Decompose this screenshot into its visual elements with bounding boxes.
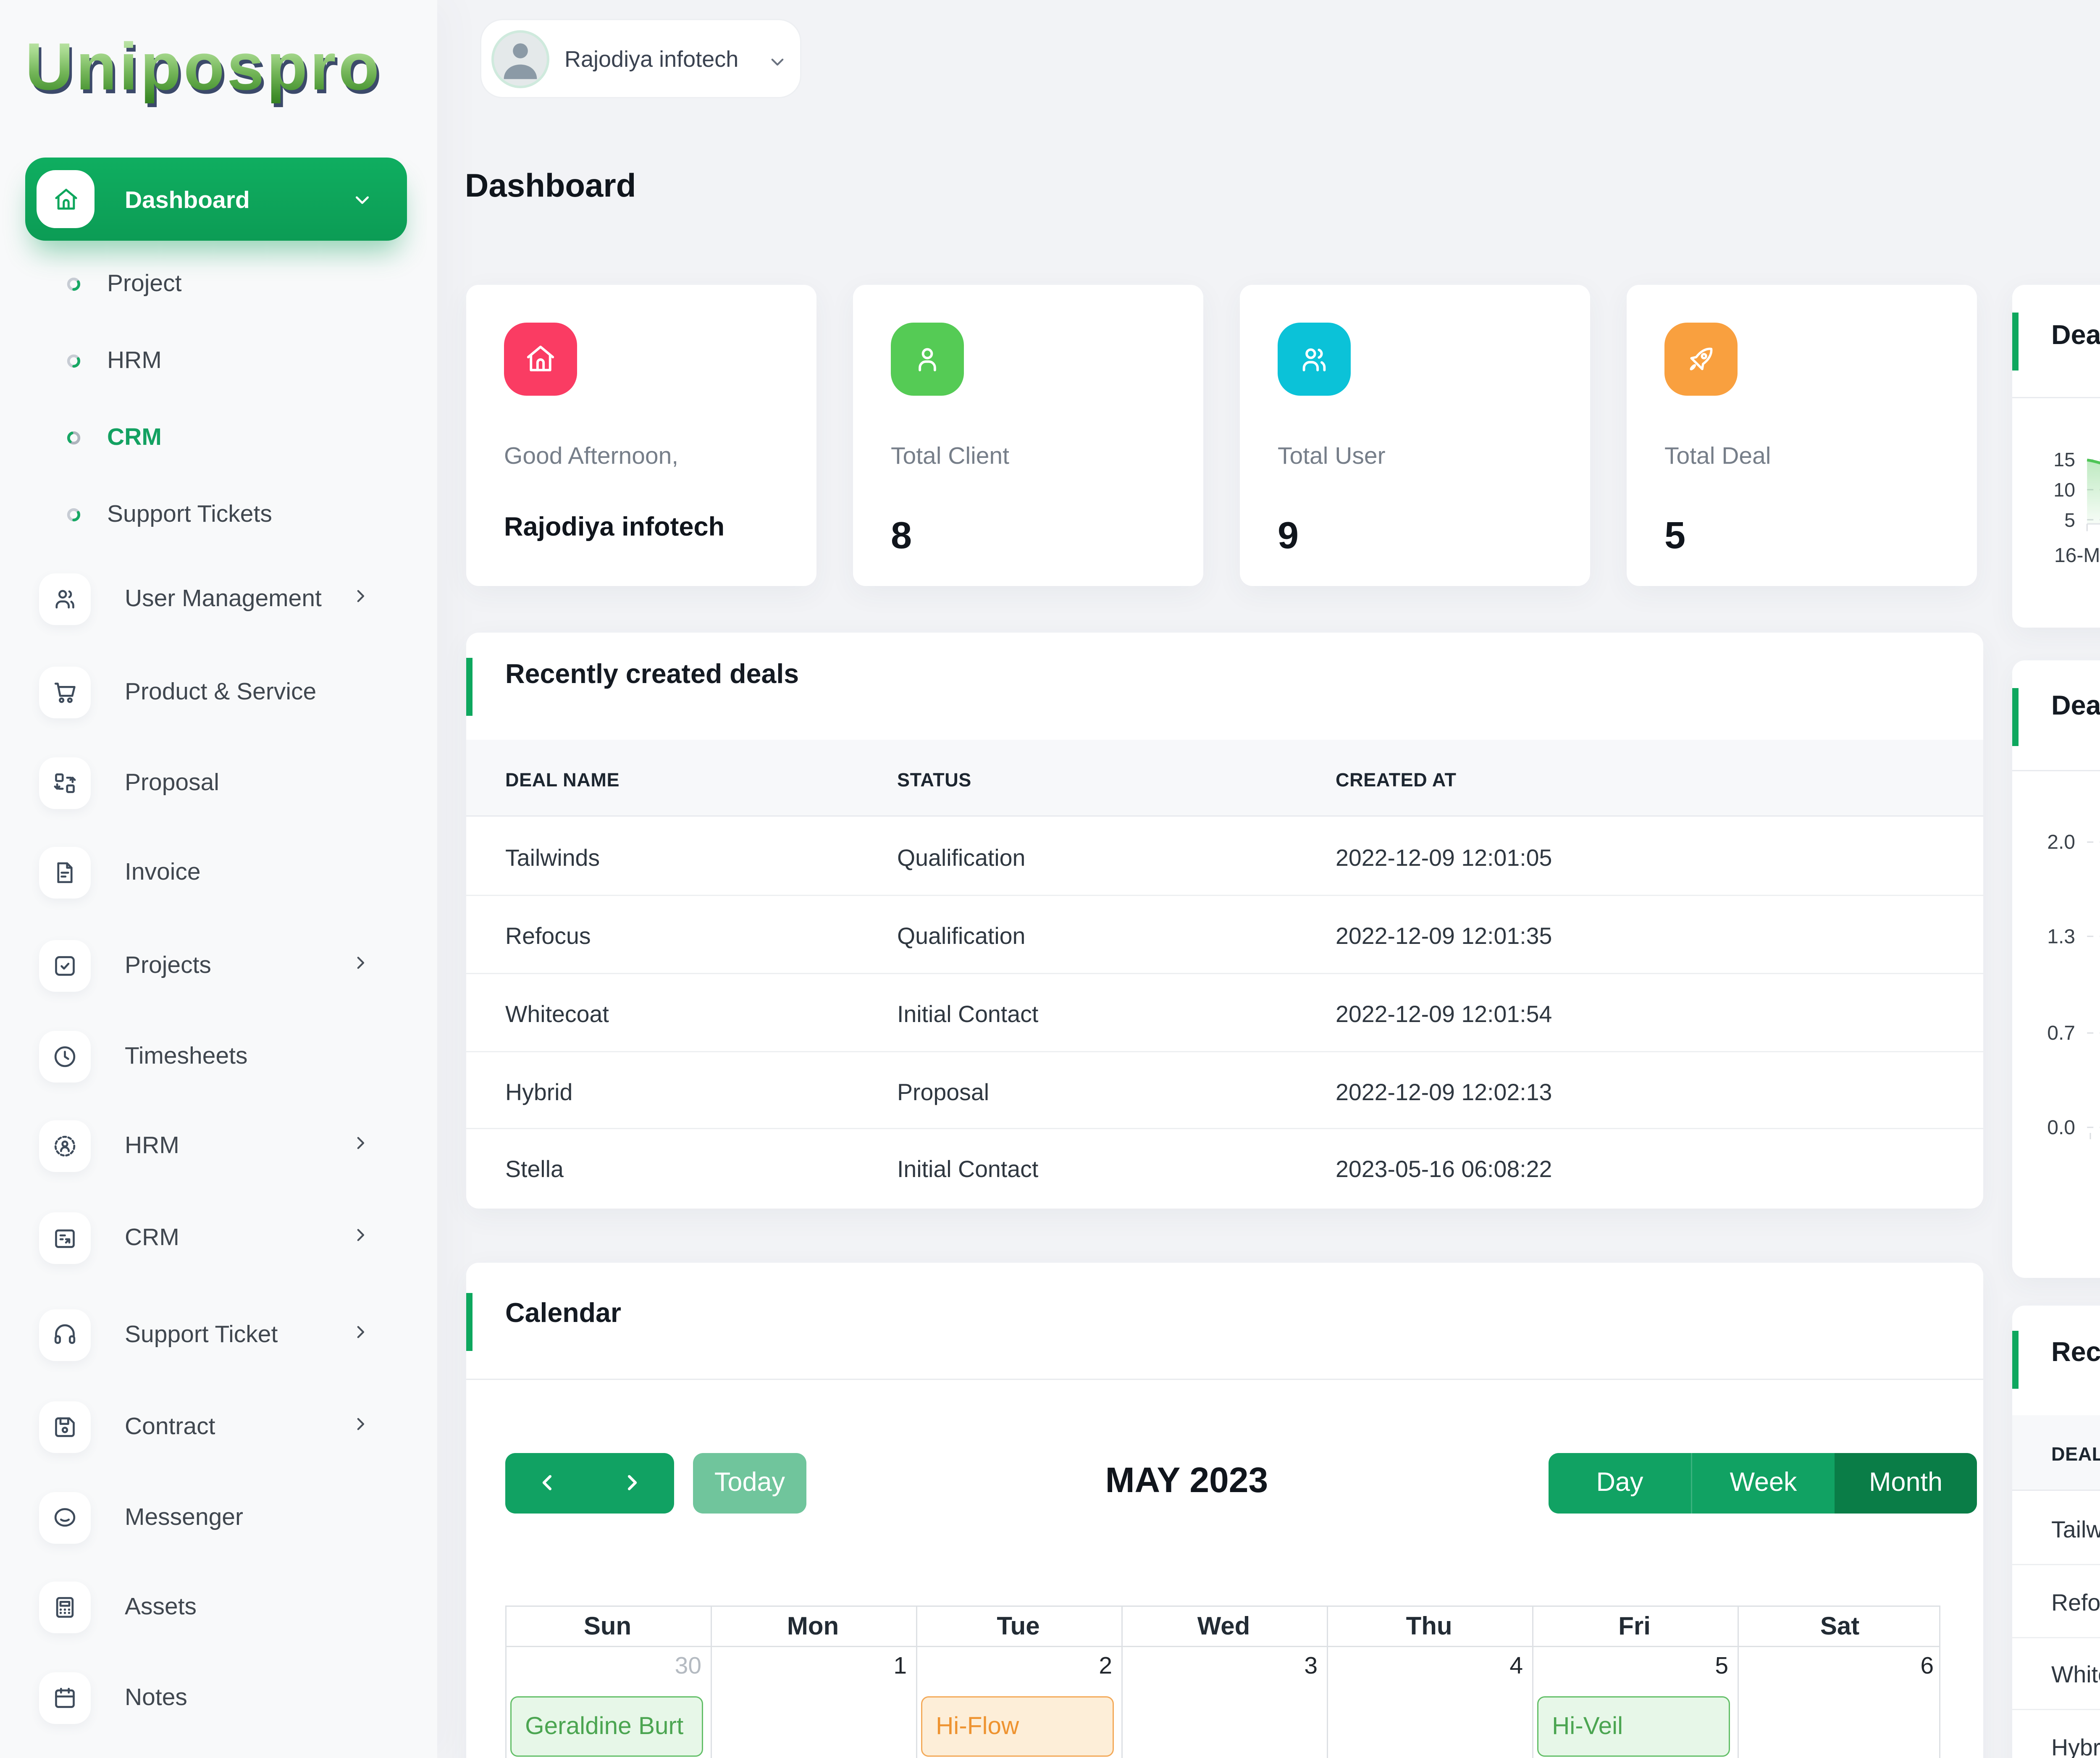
svg-text:0.7: 0.7 [2047, 1022, 2075, 1044]
svg-text:0.0: 0.0 [2047, 1117, 2075, 1139]
svg-text:10: 10 [2053, 479, 2075, 501]
svg-text:2.0: 2.0 [2047, 831, 2075, 854]
svg-text:1.3: 1.3 [2047, 926, 2075, 948]
svg-text:15: 15 [2053, 449, 2075, 470]
svg-text:5: 5 [2064, 509, 2075, 531]
svg-text:16-May: 16-May [2054, 544, 2100, 567]
